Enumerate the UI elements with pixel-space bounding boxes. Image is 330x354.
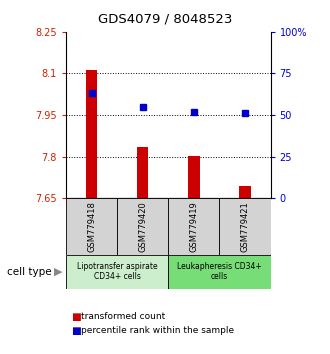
Bar [168,255,271,289]
Text: Leukapheresis CD34+
cells: Leukapheresis CD34+ cells [177,262,262,281]
Text: transformed count: transformed count [81,312,165,321]
Text: GSM779419: GSM779419 [189,201,198,252]
Text: ■: ■ [71,312,81,322]
Text: ■: ■ [71,326,81,336]
Text: Lipotransfer aspirate
CD34+ cells: Lipotransfer aspirate CD34+ cells [77,262,157,281]
Text: GSM779421: GSM779421 [241,201,249,252]
Bar [86,70,97,198]
Text: GSM779420: GSM779420 [138,201,147,252]
Text: cell type: cell type [7,267,51,277]
Bar [117,198,168,255]
Bar [168,198,219,255]
Bar [137,147,148,198]
Text: ▶: ▶ [53,267,62,277]
Text: percentile rank within the sample: percentile rank within the sample [81,326,234,336]
Bar [66,198,117,255]
Text: GDS4079 / 8048523: GDS4079 / 8048523 [98,13,232,26]
Bar [219,198,271,255]
Bar [188,156,200,198]
Bar [66,255,168,289]
Bar [239,186,251,198]
Text: GSM779418: GSM779418 [87,201,96,252]
